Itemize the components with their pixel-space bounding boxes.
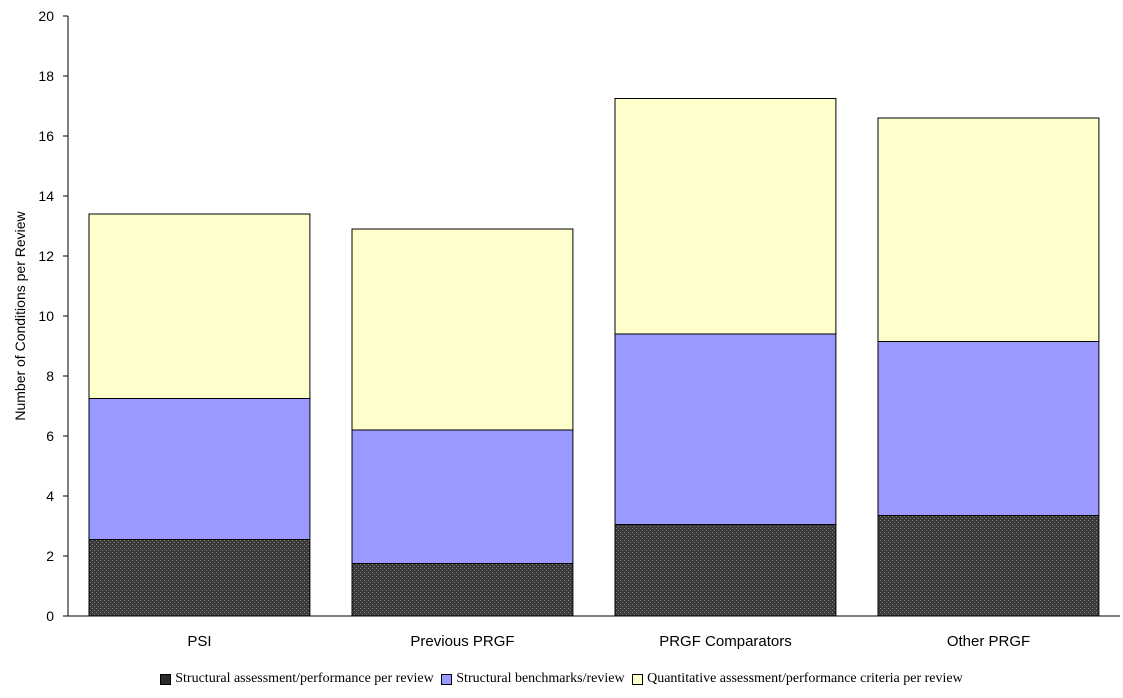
y-tick-label: 18 xyxy=(38,68,54,84)
legend-label-quantitative-assessment: Quantitative assessment/performance crit… xyxy=(647,671,963,686)
bar-segment-series2-psi xyxy=(88,213,311,399)
legend-swatch-structural-assessment xyxy=(160,673,172,685)
y-tick-label: 20 xyxy=(38,8,54,24)
y-tick-label: 10 xyxy=(38,308,54,324)
bar-segment-series1-psi xyxy=(88,398,311,540)
legend-swatch-structural-benchmarks xyxy=(441,673,453,685)
bar-segment-series1-prgf-comparators xyxy=(614,333,837,525)
bar-segment-series0-psi xyxy=(88,539,311,617)
x-category-label: PSI xyxy=(187,633,211,650)
legend-label-structural-benchmarks: Structural benchmarks/review xyxy=(456,671,625,686)
y-tick-label: 6 xyxy=(46,428,54,444)
y-tick-label: 12 xyxy=(38,248,54,264)
x-category-label: Previous PRGF xyxy=(410,633,514,650)
bar-segment-series2-other-prgf xyxy=(877,117,1100,342)
legend: Structural assessment/performance per re… xyxy=(0,671,1123,690)
legend-item-quantitative-assessment: Quantitative assessment/performance crit… xyxy=(632,671,963,687)
x-labels-group: PSI Previous PRGF PRGF Comparators Other PR… xyxy=(187,633,1030,650)
bar-segment-series0-prgf-comparators xyxy=(614,524,837,617)
x-category-label: PRGF Comparators xyxy=(659,633,792,650)
bar-segment-series0-previous-prgf xyxy=(351,563,574,617)
y-tick-label: 4 xyxy=(46,488,54,504)
bar-segment-series1-previous-prgf xyxy=(351,429,574,564)
chart: 0 2 4 6 8 10 12 14 16 18 20 PSI Previous PRGF PRGF C… xyxy=(12,8,1120,650)
bar-segment-series1-other-prgf xyxy=(877,341,1100,516)
legend-label-structural-assessment: Structural assessment/performance per re… xyxy=(175,671,434,686)
bar-segment-series2-previous-prgf xyxy=(351,228,574,431)
bar-segment-series0-other-prgf xyxy=(877,515,1100,617)
y-tick-label: 8 xyxy=(46,368,54,384)
legend-item-structural-benchmarks: Structural benchmarks/review xyxy=(441,671,625,687)
x-category-label: Other PRGF xyxy=(947,633,1030,650)
y-axis-title: Number of Conditions per Review xyxy=(12,210,28,420)
y-tick-label: 14 xyxy=(38,188,54,204)
y-tick-label: 0 xyxy=(46,608,54,624)
y-tick-label: 2 xyxy=(46,548,54,564)
legend-swatch-quantitative-assessment xyxy=(632,673,644,685)
y-ticks-group: 0 2 4 6 8 10 12 14 16 18 20 xyxy=(38,8,68,624)
bar-segment-series2-prgf-comparators xyxy=(614,98,837,335)
y-tick-label: 16 xyxy=(38,128,54,144)
legend-item-structural-assessment: Structural assessment/performance per re… xyxy=(160,671,434,687)
bars-group xyxy=(88,98,1100,617)
